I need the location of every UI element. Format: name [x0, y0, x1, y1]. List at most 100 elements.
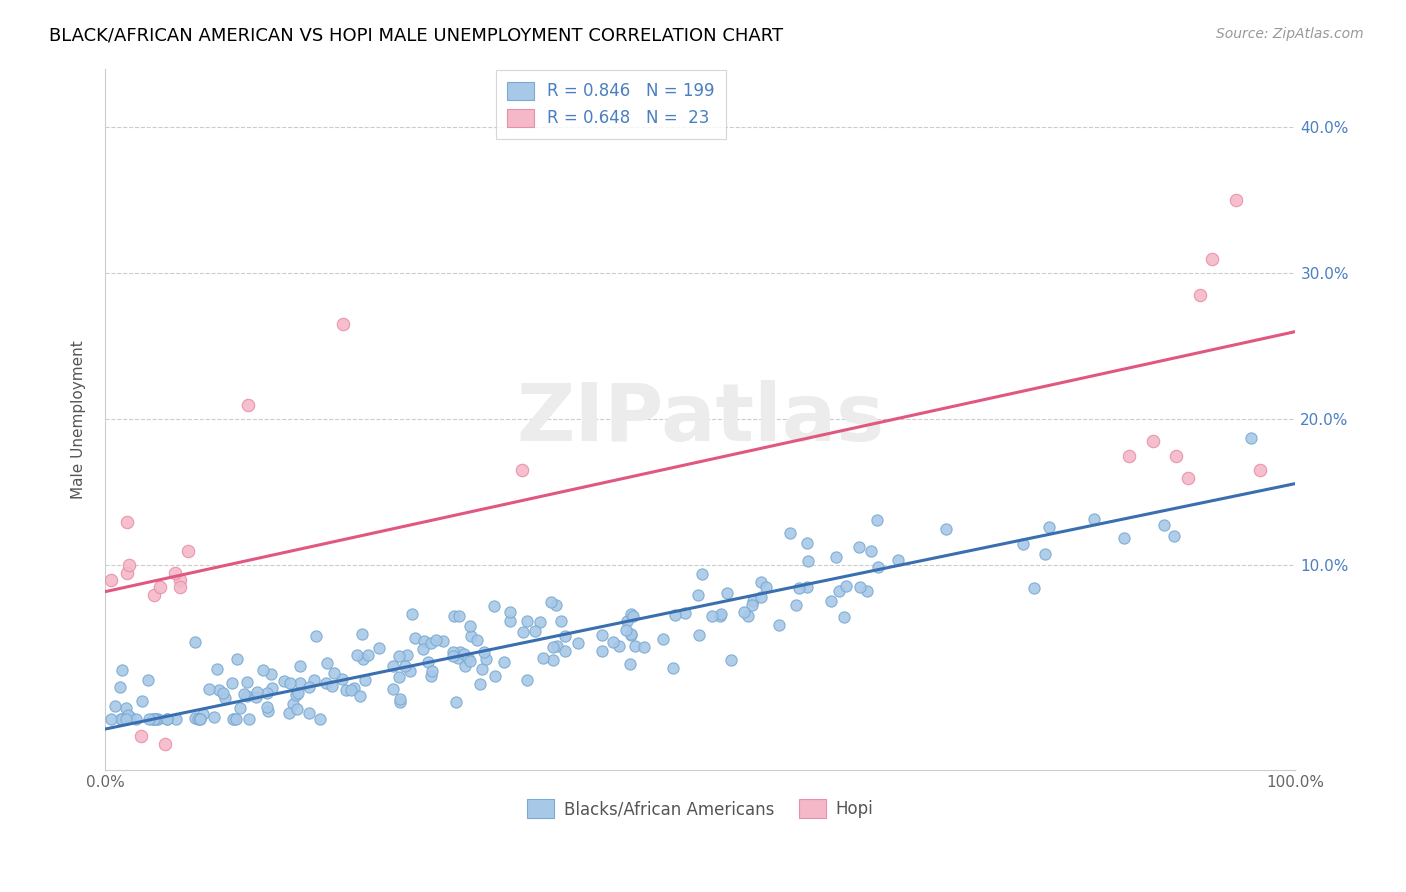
Point	[115, 701, 138, 715]
Point	[709, 608, 731, 623]
Point	[156, 712, 179, 726]
Point	[484, 669, 506, 683]
Point	[118, 710, 141, 724]
Point	[188, 712, 211, 726]
Point	[482, 599, 505, 614]
Point	[755, 580, 778, 594]
Point	[236, 398, 259, 412]
Point	[184, 635, 207, 649]
Point	[458, 654, 481, 668]
Point	[516, 673, 538, 687]
Point	[1201, 252, 1223, 266]
Point	[441, 645, 464, 659]
Legend: Blacks/African Americans, Hopi: Blacks/African Americans, Hopi	[520, 793, 880, 825]
Point	[616, 614, 638, 628]
Point	[749, 591, 772, 605]
Point	[332, 672, 354, 686]
Point	[229, 701, 252, 715]
Point	[425, 632, 447, 647]
Point	[257, 704, 280, 718]
Point	[460, 629, 482, 643]
Point	[420, 665, 443, 679]
Point	[796, 536, 818, 550]
Point	[278, 706, 301, 721]
Point	[143, 588, 166, 602]
Point	[541, 653, 564, 667]
Point	[404, 631, 426, 645]
Point	[148, 580, 170, 594]
Point	[935, 522, 957, 536]
Point	[848, 540, 870, 554]
Point	[118, 558, 141, 573]
Point	[702, 609, 724, 624]
Point	[1033, 548, 1056, 562]
Point	[141, 712, 163, 726]
Point	[524, 624, 547, 639]
Point	[222, 712, 245, 726]
Point	[352, 651, 374, 665]
Point	[828, 583, 851, 598]
Point	[245, 690, 267, 704]
Point	[322, 666, 344, 681]
Point	[420, 668, 443, 682]
Point	[533, 651, 555, 665]
Point	[169, 580, 191, 594]
Point	[779, 525, 801, 540]
Point	[214, 691, 236, 706]
Point	[221, 676, 243, 690]
Point	[1038, 519, 1060, 533]
Point	[661, 661, 683, 675]
Point	[673, 606, 696, 620]
Point	[420, 636, 443, 650]
Point	[453, 647, 475, 661]
Point	[516, 614, 538, 628]
Point	[233, 687, 256, 701]
Point	[388, 695, 411, 709]
Point	[1142, 434, 1164, 449]
Point	[470, 677, 492, 691]
Point	[115, 712, 138, 726]
Point	[868, 559, 890, 574]
Point	[110, 712, 132, 726]
Point	[733, 605, 755, 619]
Point	[146, 712, 169, 726]
Point	[652, 632, 675, 647]
Point	[111, 663, 134, 677]
Point	[849, 580, 872, 594]
Point	[260, 681, 283, 695]
Point	[832, 609, 855, 624]
Text: ZIPatlas: ZIPatlas	[516, 380, 884, 458]
Point	[633, 640, 655, 654]
Point	[1153, 518, 1175, 533]
Point	[302, 673, 325, 687]
Point	[412, 641, 434, 656]
Point	[387, 648, 409, 663]
Point	[252, 663, 274, 677]
Point	[1012, 537, 1035, 551]
Point	[447, 650, 470, 665]
Point	[474, 645, 496, 659]
Point	[398, 664, 420, 678]
Point	[614, 623, 637, 637]
Point	[1240, 431, 1263, 445]
Point	[457, 650, 479, 665]
Point	[349, 690, 371, 704]
Point	[145, 712, 167, 726]
Point	[567, 636, 589, 650]
Point	[624, 639, 647, 653]
Point	[859, 544, 882, 558]
Point	[335, 682, 357, 697]
Point	[208, 682, 231, 697]
Point	[768, 618, 790, 632]
Point	[591, 627, 613, 641]
Point	[741, 598, 763, 612]
Point	[138, 673, 160, 688]
Point	[554, 644, 576, 658]
Point	[866, 513, 889, 527]
Point	[416, 655, 439, 669]
Point	[886, 553, 908, 567]
Point	[749, 575, 772, 590]
Point	[256, 700, 278, 714]
Text: BLACK/AFRICAN AMERICAN VS HOPI MALE UNEMPLOYMENT CORRELATION CHART: BLACK/AFRICAN AMERICAN VS HOPI MALE UNEM…	[49, 27, 783, 45]
Point	[298, 680, 321, 694]
